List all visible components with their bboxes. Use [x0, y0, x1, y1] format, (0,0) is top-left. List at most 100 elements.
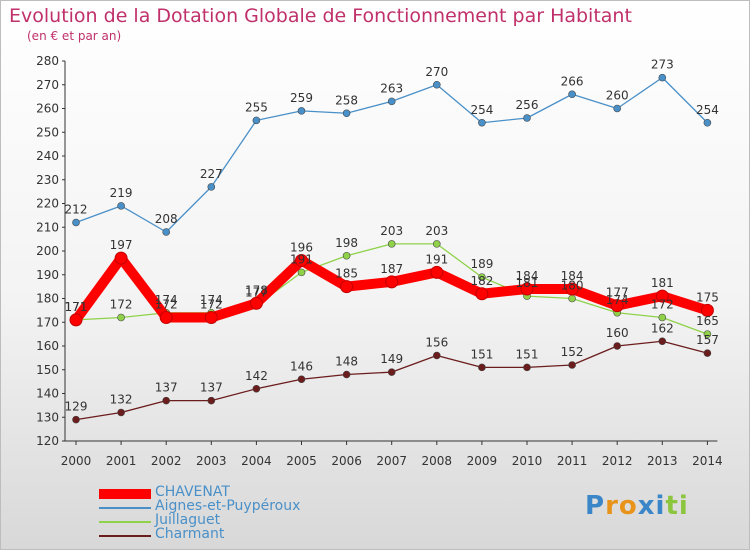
data-label: 227	[200, 167, 223, 181]
x-tick-label: 2007	[376, 454, 407, 468]
x-tick-label: 2008	[422, 454, 453, 468]
data-label: 180	[561, 279, 584, 293]
data-label: 156	[425, 336, 448, 350]
y-tick-label: 130	[36, 410, 59, 424]
y-tick-label: 190	[36, 268, 59, 282]
data-point	[703, 118, 712, 127]
data-label: 181	[516, 276, 539, 290]
data-label: 191	[290, 252, 313, 266]
legend-label: Charmant	[155, 526, 225, 542]
data-label: 187	[380, 262, 403, 276]
data-point	[72, 218, 80, 227]
data-label: 266	[561, 74, 584, 88]
y-tick-label: 220	[36, 197, 59, 211]
data-point	[117, 313, 125, 322]
y-tick-label: 180	[36, 292, 59, 306]
y-tick-label: 200	[36, 244, 59, 258]
data-label: 189	[470, 257, 493, 271]
y-tick-label: 230	[36, 173, 59, 187]
data-point	[478, 363, 486, 372]
data-point	[114, 251, 128, 265]
data-point	[297, 107, 306, 115]
y-tick-label: 170	[36, 315, 59, 329]
legend-label: Aignes-et-Puypéroux	[155, 498, 301, 514]
data-point	[520, 282, 534, 296]
data-point	[658, 337, 667, 346]
data-label: 160	[606, 326, 629, 340]
data-point	[703, 349, 712, 357]
data-point	[72, 415, 80, 424]
data-label: 212	[65, 203, 88, 217]
legend-swatch	[99, 535, 151, 537]
data-label: 254	[470, 103, 493, 117]
y-tick-label: 240	[36, 149, 59, 163]
data-point	[613, 104, 622, 113]
data-label: 254	[696, 103, 719, 117]
data-label: 129	[65, 400, 88, 414]
legend-label: CHAVENAT	[155, 484, 230, 500]
data-label: 203	[380, 224, 403, 238]
data-label: 185	[335, 267, 358, 281]
x-tick-label: 2014	[692, 454, 723, 468]
data-point	[249, 296, 263, 310]
x-tick-label: 2011	[557, 454, 588, 468]
data-label: 172	[651, 298, 674, 312]
data-point	[342, 251, 351, 260]
data-point	[162, 228, 170, 236]
y-tick-label: 250	[36, 125, 59, 139]
data-label: 263	[380, 81, 403, 95]
legend-item: CHAVENAT	[99, 484, 359, 501]
legend-label: Juillaguet	[155, 512, 221, 528]
data-point	[252, 116, 261, 125]
data-point	[117, 408, 125, 417]
data-label: 132	[110, 393, 133, 407]
data-point	[117, 202, 125, 210]
data-point	[613, 342, 622, 350]
data-label: 171	[65, 300, 88, 314]
data-point	[204, 311, 218, 324]
data-point	[523, 114, 531, 122]
data-point	[430, 265, 444, 279]
data-point	[658, 73, 667, 82]
y-tick-label: 210	[36, 220, 59, 234]
data-label: 177	[245, 286, 268, 300]
data-label: 259	[290, 91, 313, 105]
data-label: 149	[380, 352, 403, 366]
logo-letter: P	[585, 491, 606, 521]
y-tick-label: 260	[36, 102, 59, 116]
data-point	[252, 384, 261, 393]
data-point	[700, 303, 714, 317]
data-point	[655, 289, 669, 303]
data-point	[387, 240, 396, 248]
data-label: 260	[606, 89, 629, 103]
logo-letter: r	[605, 491, 619, 521]
data-label: 157	[696, 333, 719, 347]
y-tick-label: 280	[36, 54, 59, 68]
logo-letter: i	[678, 491, 689, 521]
data-point	[340, 280, 354, 294]
data-label: 174	[155, 293, 178, 307]
x-tick-label: 2010	[512, 454, 543, 468]
data-point	[342, 109, 351, 118]
data-label: 137	[200, 381, 223, 395]
data-point	[565, 282, 579, 296]
legend-item: Charmant	[99, 526, 359, 543]
data-label: 165	[696, 314, 719, 328]
data-label: 273	[651, 58, 674, 72]
x-tick-label: 2006	[331, 454, 362, 468]
data-label: 151	[470, 347, 493, 361]
data-point	[523, 363, 531, 372]
data-label: 146	[290, 359, 313, 373]
data-point	[387, 368, 396, 376]
data-label: 181	[651, 276, 674, 290]
y-tick-label: 160	[36, 339, 59, 353]
data-point	[703, 330, 712, 338]
data-label: 171	[65, 300, 88, 314]
data-label: 175	[696, 290, 719, 304]
x-tick-label: 2003	[196, 454, 227, 468]
data-label: 258	[335, 93, 358, 107]
y-tick-label: 140	[36, 387, 59, 401]
data-label: 203	[425, 224, 448, 238]
